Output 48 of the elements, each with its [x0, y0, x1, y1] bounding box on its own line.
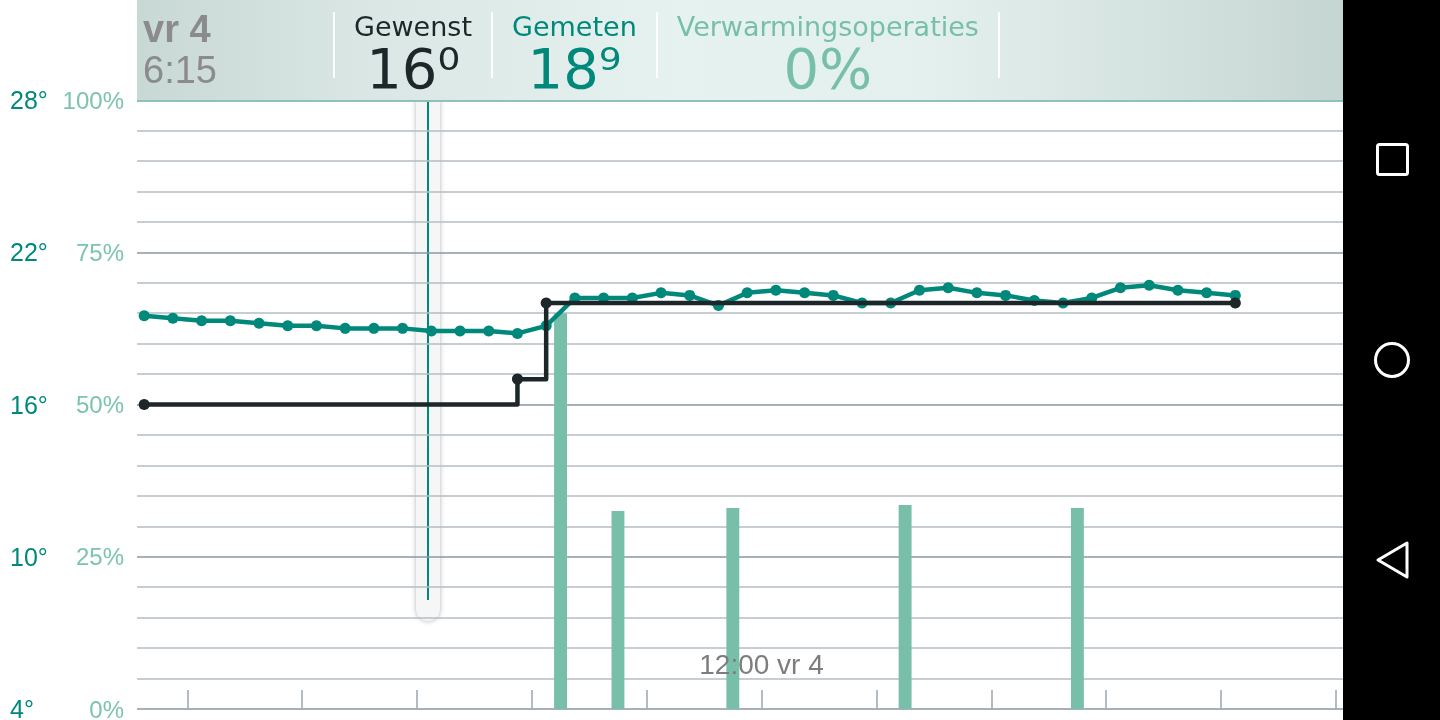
- point: [799, 287, 811, 299]
- y2-tick-label: 0%: [89, 695, 124, 720]
- point: [827, 289, 839, 301]
- bar: [898, 504, 912, 709]
- y-tick-label: 22°: [10, 238, 48, 267]
- point: [138, 399, 150, 410]
- point: [253, 317, 265, 329]
- point: [1172, 284, 1184, 296]
- point: [454, 325, 466, 337]
- bar: [611, 511, 625, 709]
- point: [1143, 279, 1155, 291]
- y-tick-label: 4°: [10, 695, 34, 720]
- point: [770, 284, 782, 296]
- y2-tick-label: 25%: [75, 543, 124, 571]
- point: [741, 287, 753, 299]
- point: [1201, 287, 1213, 299]
- y2-tick-label: 50%: [75, 391, 124, 418]
- point: [1229, 297, 1241, 309]
- point: [425, 325, 437, 337]
- point: [1114, 282, 1126, 294]
- point: [483, 325, 495, 337]
- y2-tick-label: 100%: [62, 86, 124, 114]
- point: [540, 297, 552, 309]
- y-tick-label: 16°: [10, 390, 48, 419]
- point: [196, 315, 208, 327]
- y-tick-label: 28°: [10, 86, 48, 114]
- point: [684, 289, 696, 301]
- point: [971, 287, 983, 299]
- point: [138, 310, 150, 322]
- point: [310, 320, 322, 332]
- point: [511, 373, 523, 385]
- point: [167, 312, 179, 324]
- point: [282, 320, 294, 332]
- y2-tick-label: 75%: [75, 238, 124, 266]
- point: [224, 315, 236, 327]
- point: [397, 322, 409, 334]
- point: [913, 284, 925, 296]
- chart-title: vr 4: [143, 8, 212, 50]
- bar: [554, 313, 567, 709]
- chart-subtitle: 6:15: [143, 49, 217, 91]
- point: [339, 322, 351, 334]
- y-tick-label: 10°: [10, 542, 48, 571]
- point: [368, 322, 380, 334]
- point: [511, 327, 523, 339]
- bar: [1070, 508, 1084, 709]
- point: [655, 287, 667, 299]
- point: [942, 282, 954, 294]
- point: [1000, 289, 1012, 301]
